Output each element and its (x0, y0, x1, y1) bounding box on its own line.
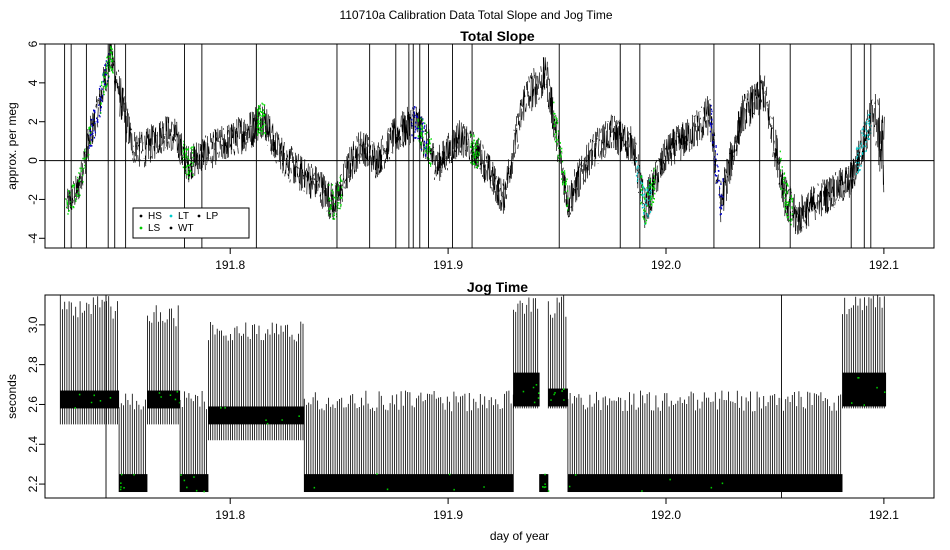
legend-box (132, 207, 250, 239)
x-tick-label: 191.9 (433, 508, 463, 522)
x-tick-label: 191.9 (433, 258, 463, 272)
figure-title: 110710a Calibration Data Total Slope and… (339, 8, 612, 22)
y-tick-label: 2.4 (26, 436, 40, 453)
jog-time-band (304, 474, 514, 493)
x-tick-label: 191.8 (215, 508, 245, 522)
jog-time-ylabel: seconds (5, 374, 19, 419)
jog-time-series (179, 391, 207, 492)
jog-time-plot-area (59, 295, 887, 498)
jog-time-series (303, 390, 514, 492)
jog-time-axes: 191.8 191.9 192.0 192.1 2.2 2.4 2.6 2.8 3.0 (26, 316, 899, 522)
total-slope-ylabel: approx. per meg (5, 102, 19, 189)
jog-time-frame (44, 294, 935, 499)
highlight-points (74, 393, 112, 409)
jog-time-series (547, 295, 567, 409)
highlight-points (158, 391, 181, 404)
jog-time-band (60, 390, 120, 409)
highlight-points (256, 102, 266, 136)
y-tick-label: 2.6 (26, 396, 40, 413)
jog-time-xlabel: day of year (490, 529, 549, 543)
highlight-points (851, 377, 886, 406)
jog-time-band (147, 390, 181, 409)
highlight-points (313, 473, 485, 491)
x-tick-label: 191.8 (215, 258, 245, 272)
jog-time-series (842, 295, 885, 409)
jog-time-title: Jog Time (467, 279, 528, 295)
y-tick-label: 3.0 (26, 316, 40, 333)
y-tick-label: -4 (26, 233, 40, 244)
highlight-points (568, 474, 724, 492)
highlight-points (640, 167, 656, 225)
jog-time-series (208, 321, 304, 441)
highlight-points (100, 45, 114, 114)
x-tick-label: 192.0 (651, 258, 681, 272)
x-tick-label: 192.1 (869, 508, 899, 522)
jog-time-band (548, 388, 568, 407)
total-slope-plot-area (45, 44, 934, 248)
legend-label: LS (148, 223, 161, 234)
legend: HS LT LP LS WT (132, 207, 250, 239)
legend-label: LP (206, 211, 219, 222)
jog-time-series (147, 305, 179, 425)
jog-time-series (59, 295, 118, 425)
total-slope-series (66, 44, 885, 235)
total-slope-title: Total Slope (460, 28, 535, 44)
highlight-points (635, 160, 652, 225)
x-tick-label: 192.1 (869, 258, 899, 272)
x-tick-label: 192.0 (651, 508, 681, 522)
highlight-points (553, 101, 569, 211)
legend-marker (169, 214, 173, 218)
legend-marker (139, 226, 143, 230)
highlight-points (522, 384, 540, 404)
jog-time-series (513, 297, 539, 409)
jog-time-band (567, 474, 843, 493)
y-tick-label: 0 (26, 157, 40, 164)
highlight-points (180, 474, 205, 493)
highlight-points (119, 473, 135, 491)
total-slope-frame (44, 43, 935, 249)
jog-time-panel: Jog Time 191.8 191.9 192.0 192.1 2.2 2.4 2.6 2.… (5, 279, 935, 543)
legend-marker (169, 226, 173, 230)
highlight-points (220, 407, 300, 425)
y-tick-label: 2.2 (26, 475, 40, 492)
jog-time-band (208, 406, 305, 425)
highlight-points (542, 473, 550, 492)
legend-marker (139, 214, 143, 218)
jog-time-series (118, 393, 146, 492)
y-tick-label: 2 (26, 118, 40, 125)
total-slope-panel: Total Slope 191.8 191.9 192.0 192.1 -4 -2 0 2 4 6… (5, 28, 935, 272)
legend-label: HS (148, 211, 162, 222)
legend-label: LT (178, 211, 189, 222)
legend-marker (197, 214, 201, 218)
jog-time-band (119, 474, 148, 493)
y-tick-label: 6 (26, 40, 40, 47)
jog-time-band (842, 372, 887, 407)
y-tick-label: 4 (26, 79, 40, 86)
y-tick-label: 2.8 (26, 356, 40, 373)
highlight-points (417, 117, 432, 167)
total-slope-axes: 191.8 191.9 192.0 192.1 -4 -2 0 2 4 6 (26, 40, 899, 272)
y-tick-label: -2 (26, 194, 40, 205)
jog-time-band (539, 474, 549, 493)
legend-label: WT (178, 223, 194, 234)
jog-time-band (513, 372, 540, 407)
highlight-points (550, 388, 565, 401)
